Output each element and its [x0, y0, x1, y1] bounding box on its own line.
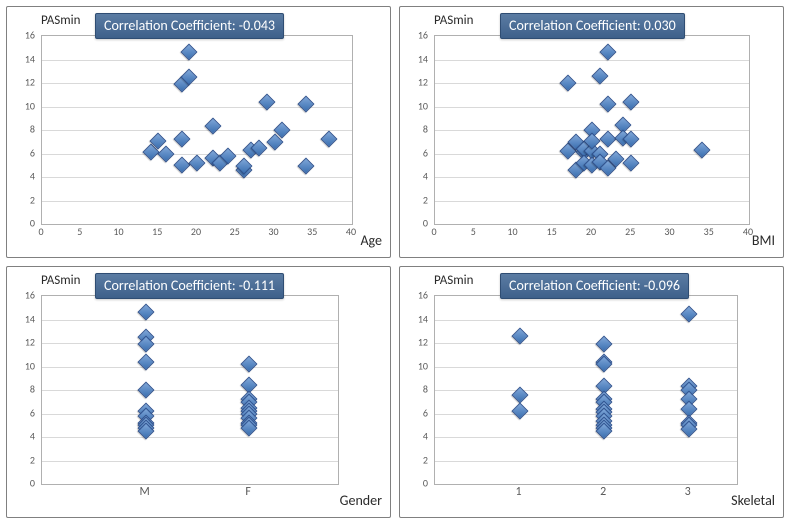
gridline — [435, 437, 737, 438]
x-tick-label: 15 — [547, 225, 557, 238]
data-point — [137, 353, 154, 370]
x-tick-label: 40 — [346, 225, 356, 238]
x-axis-label: Gender — [340, 492, 382, 509]
gridline — [435, 107, 749, 108]
plot-area — [434, 295, 738, 485]
x-tick-label: 0 — [38, 225, 43, 238]
gridline — [42, 461, 338, 462]
data-point — [189, 154, 206, 171]
y-axis-label: PASmin — [41, 13, 80, 28]
x-category-label: 2 — [600, 485, 606, 499]
x-category-label: F — [245, 485, 251, 499]
x-axis-label: Skeletal — [731, 492, 775, 509]
x-tick-label: 30 — [664, 225, 674, 238]
data-point — [596, 336, 613, 353]
plot-area — [434, 35, 750, 225]
correlation-box: Correlation Coefficient: -0.111 — [95, 273, 284, 299]
gridline — [435, 367, 737, 368]
x-axis-label: BMI — [752, 232, 775, 249]
data-point — [173, 157, 190, 174]
gridline — [42, 130, 352, 131]
x-tick-label: 30 — [268, 225, 278, 238]
gridline — [42, 201, 352, 202]
data-point — [599, 44, 616, 61]
x-tick-label: 0 — [431, 225, 436, 238]
data-point — [181, 44, 198, 61]
x-tick-label: 10 — [507, 225, 517, 238]
data-point — [241, 356, 258, 373]
x-category-label: 1 — [516, 485, 522, 499]
gridline — [435, 177, 749, 178]
correlation-box: Correlation Coefficient: 0.030 — [500, 13, 685, 39]
data-point — [599, 131, 616, 148]
data-point — [693, 141, 710, 158]
gridline — [42, 437, 338, 438]
x-tick-label: 20 — [586, 225, 596, 238]
x-tick-label: 20 — [191, 225, 201, 238]
panel-skeletal: 0246810121416123PASminSkeletalCorrelatio… — [399, 266, 784, 518]
y-axis-label: PASmin — [434, 13, 473, 28]
data-point — [204, 118, 221, 135]
data-point — [511, 386, 528, 403]
data-point — [623, 154, 640, 171]
x-axis-label: Age — [360, 232, 382, 249]
gridline — [42, 177, 352, 178]
data-point — [511, 403, 528, 420]
x-category-label: 3 — [685, 485, 691, 499]
data-point — [158, 145, 175, 162]
x-tick-label: 10 — [113, 225, 123, 238]
data-point — [297, 96, 314, 113]
correlation-box: Correlation Coefficient: -0.096 — [500, 273, 689, 299]
x-tick-label: 5 — [471, 225, 476, 238]
panel-bmi: 02468101214160510152025303540PASminBMICo… — [399, 6, 784, 258]
x-tick-label: 5 — [77, 225, 82, 238]
data-point — [320, 131, 337, 148]
x-category-label: M — [139, 485, 149, 499]
gridline — [42, 390, 338, 391]
y-axis-label: PASmin — [41, 273, 80, 288]
gridline — [435, 201, 749, 202]
data-point — [560, 75, 577, 92]
y-axis-label: PASmin — [434, 273, 473, 288]
x-tick-label: 35 — [307, 225, 317, 238]
x-tick-label: 35 — [704, 225, 714, 238]
gridline — [42, 343, 338, 344]
data-point — [173, 131, 190, 148]
gridline — [435, 83, 749, 84]
x-tick-label: 25 — [230, 225, 240, 238]
data-point — [297, 158, 314, 175]
data-point — [258, 93, 275, 110]
data-point — [137, 304, 154, 321]
gridline — [42, 83, 352, 84]
data-point — [623, 93, 640, 110]
x-tick-label: 15 — [152, 225, 162, 238]
gridline — [435, 461, 737, 462]
correlation-box: Correlation Coefficient: -0.043 — [95, 13, 284, 39]
gridline — [42, 60, 352, 61]
gridline — [42, 320, 338, 321]
plot-area — [41, 295, 339, 485]
data-point — [511, 327, 528, 344]
gridline — [435, 60, 749, 61]
gridline — [42, 414, 338, 415]
plot-area — [41, 35, 353, 225]
data-point — [599, 96, 616, 113]
gridline — [435, 343, 737, 344]
panel-age: 02468101214160510152025303540PASminAgeCo… — [6, 6, 391, 258]
x-tick-label: 25 — [625, 225, 635, 238]
data-point — [137, 382, 154, 399]
gridline — [42, 367, 338, 368]
data-point — [591, 67, 608, 84]
panel-gender: 0246810121416MFPASminGenderCorrelation C… — [6, 266, 391, 518]
